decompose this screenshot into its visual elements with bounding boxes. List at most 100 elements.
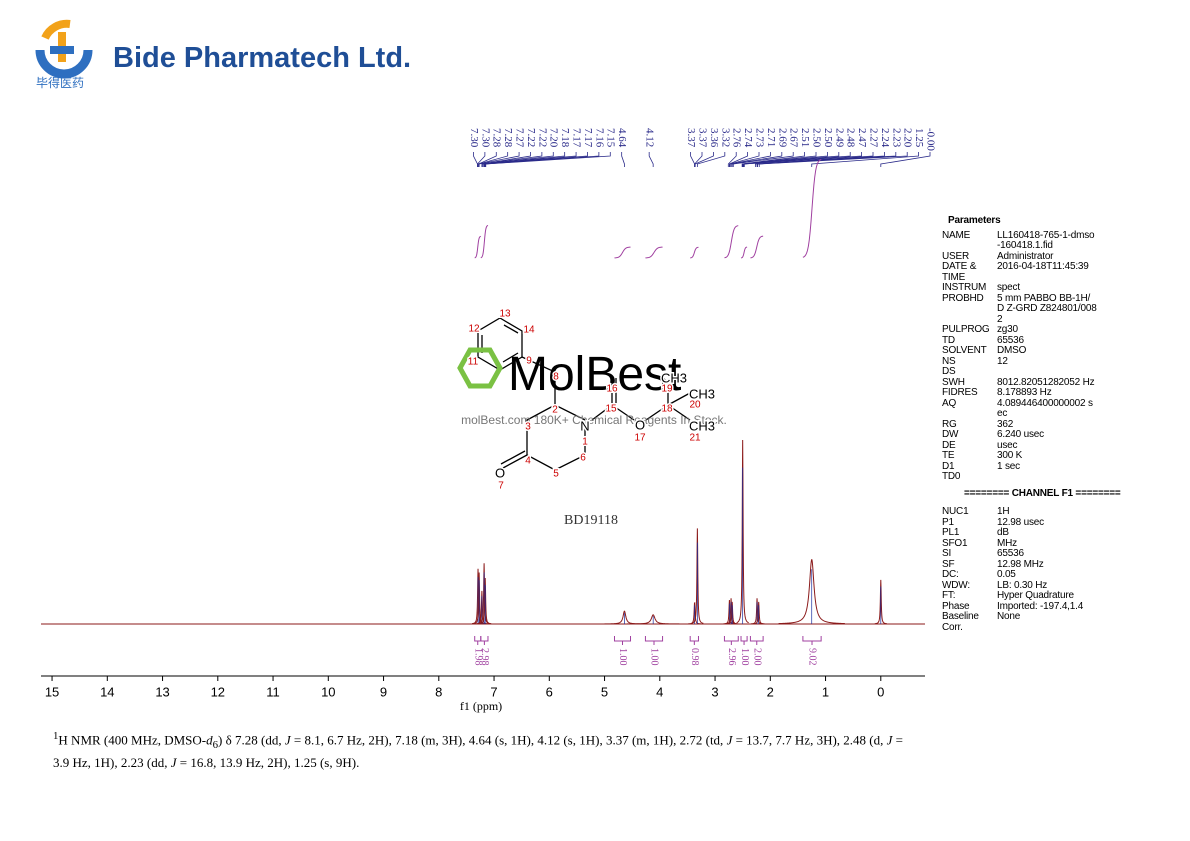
atom-label: 14: [523, 325, 535, 336]
integral-curve: [614, 246, 631, 259]
peak-label: 2.73: [753, 128, 765, 148]
peak-label: 3.37: [685, 128, 697, 148]
peak-label: 2.67: [788, 128, 800, 148]
atom-label: 21: [689, 433, 701, 444]
parameter-value: Administrator: [997, 250, 1054, 262]
x-tick-label: 3: [711, 684, 718, 699]
peak-label: 7.17: [582, 128, 594, 148]
parameter-value: LL160418-765-1-dmso-160418.1.fid: [997, 229, 1095, 251]
caption-text: J: [170, 754, 177, 770]
peak-label: 7.28: [491, 128, 503, 148]
x-tick-label: 15: [45, 684, 59, 699]
parameter-row: NAME LL160418-765-1-dmso-160418.1.fid: [942, 229, 1102, 252]
parameter-row: PL1 dB: [942, 527, 1102, 539]
peak-label: 7.30: [468, 128, 480, 148]
peak-label-connector: [484, 152, 588, 167]
parameter-value: 8.178893 Hz: [997, 387, 1052, 398]
peak-label-connector: [742, 152, 828, 167]
peak-label-connector: [482, 152, 554, 167]
peak-label-connector: [727, 152, 737, 167]
watermark-logo: [457, 347, 503, 389]
parameter-row: NS 12: [942, 355, 1102, 368]
integral-curve: [474, 235, 481, 259]
x-tick-label: 1: [822, 684, 829, 699]
peak-label-connector: [696, 152, 726, 167]
peak-label: 7.16: [593, 128, 605, 148]
x-tick-label: 9: [380, 684, 387, 699]
peak-label-connector: [473, 152, 478, 167]
peak-label: 2.50: [822, 128, 834, 148]
parameter-row: FT: Hyper Quadrature: [942, 590, 1102, 602]
peak-label-connector: [758, 152, 908, 167]
peak-label: 2.47: [856, 128, 868, 148]
atom-label: 7: [498, 481, 504, 492]
parameter-rows: NAME LL160418-765-1-dmso-160418.1.fid USER…: [942, 229, 1102, 483]
parameter-value: DMSO: [997, 345, 1027, 356]
atom-label: 15: [605, 404, 617, 415]
caption-text: 6: [212, 738, 219, 751]
parameter-key: D1: [942, 460, 955, 472]
peak-label-connector: [811, 152, 920, 167]
peak-label: 2.23: [890, 128, 902, 148]
parameter-value: spect: [997, 282, 1020, 293]
parameters-title: Parameters: [948, 215, 1001, 226]
parameter-row: D1 1 sec: [942, 460, 1102, 473]
peak-label-connector: [729, 152, 760, 167]
parameter-value: 12: [997, 355, 1008, 367]
parameter-key: RG: [942, 418, 957, 430]
peak-label: 3.36: [708, 128, 720, 148]
parameter-key: NAME: [942, 229, 971, 241]
x-tick-label: 10: [321, 684, 335, 699]
peak: [874, 579, 887, 625]
parameter-value: LB: 0.30 Hz: [997, 579, 1048, 591]
atom-label: 13: [499, 309, 511, 320]
peak-label-connector: [743, 152, 863, 167]
integral-bracket: [613, 636, 632, 645]
watermark-brand: MolBest: [508, 348, 681, 401]
parameter-value: 12.98 MHz: [997, 558, 1044, 570]
parameter-row: Corr.: [942, 621, 1102, 634]
parameter-key: Corr.: [942, 621, 963, 633]
parameter-key: SFO1: [942, 537, 968, 549]
integral-bracket: [689, 636, 699, 645]
caption-text: J: [886, 732, 893, 748]
atom-label: 2: [552, 405, 558, 416]
integral-label: 1.00: [617, 648, 628, 666]
parameter-key: FIDRES: [942, 387, 978, 398]
peak-label: 2.51: [799, 128, 811, 147]
parameter-value: zg30: [997, 324, 1018, 335]
peak-label: 3.32: [719, 128, 731, 147]
parameter-value: 1H: [997, 506, 1010, 517]
peak-label: 4.64: [616, 128, 628, 148]
peak-label: 2.74: [742, 128, 754, 148]
integral-bracket: [480, 636, 489, 645]
parameter-key: DW: [942, 429, 959, 440]
parameter-row: SFO1 MHz: [942, 537, 1102, 550]
atom-label: 16: [606, 384, 618, 395]
integral-curve: [724, 225, 739, 259]
integral-curve: [802, 158, 822, 258]
integral-curve: [750, 235, 764, 259]
parameter-key: NS: [942, 355, 956, 367]
parameter-key: DE: [942, 439, 956, 451]
company-chinese: 毕得医药: [36, 75, 84, 90]
x-tick-label: 8: [435, 684, 442, 699]
peak-label-connector: [743, 152, 851, 167]
peak-label-connector: [694, 152, 703, 167]
parameter-row: DC: 0.05: [942, 569, 1102, 581]
parameter-row: SOLVENT DMSO: [942, 345, 1102, 357]
peak: [687, 601, 702, 625]
parameter-key: WDW:: [942, 579, 970, 591]
peak-label: 7.18: [559, 128, 571, 148]
peak-label-connector: [485, 152, 611, 167]
structure: [477, 317, 691, 471]
parameter-value: 1 sec: [997, 460, 1020, 472]
caption-text: J: [284, 732, 291, 748]
caption-text: d: [206, 732, 213, 748]
peak-label: 7.17: [571, 128, 583, 148]
parameter-key: AQ: [942, 397, 957, 409]
integral-label: 2.00: [751, 648, 762, 666]
atom-label: 3: [525, 422, 531, 433]
